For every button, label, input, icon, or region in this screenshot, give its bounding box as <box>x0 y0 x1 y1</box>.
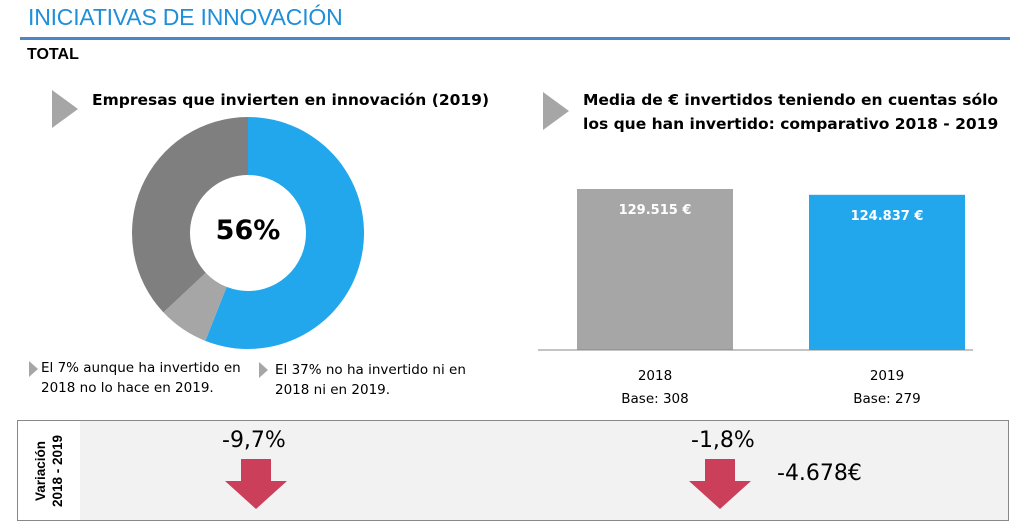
donut-slice-2 <box>132 116 248 313</box>
triangle-bullet-icon <box>543 92 569 130</box>
section-subtitle: TOTAL <box>27 46 79 63</box>
variation-label-line-2: 2018 - 2019 <box>50 434 65 507</box>
bar-base-label: Base: 308 <box>621 391 688 407</box>
bar-2018 <box>577 189 733 350</box>
variation-left-percent: -9,7% <box>222 428 286 453</box>
bar-chart-title-line-2: los que han invertido: comparativo 2018 … <box>583 115 999 133</box>
page-title: INICIATIVAS DE INNOVACIÓN <box>28 4 343 30</box>
down-arrow-icon <box>225 459 287 509</box>
x-tick-label: 2018 <box>638 368 672 384</box>
variation-panel <box>17 420 1009 521</box>
bar-data-label: 129.515 € <box>619 203 692 218</box>
bar-base-label: Base: 279 <box>853 391 920 407</box>
x-tick-label: 2019 <box>870 368 904 384</box>
donut-note-1: El 7% aunque ha invertido en 2018 no lo … <box>41 360 241 396</box>
bar-chart-title-line-1: Media de € invertidos teniendo en cuenta… <box>583 91 999 109</box>
down-arrow-icon <box>689 459 751 509</box>
triangle-bullet-icon <box>52 90 78 128</box>
bar-chart-title: Media de € invertidos teniendo en cuenta… <box>583 88 998 136</box>
triangle-bullet-icon <box>259 362 268 378</box>
donut-chart-title: Empresas que invierten en innovación (20… <box>92 91 490 109</box>
bar-chart: 129.515 € 2018 Base: 308 124.837 € 2019 Base:… <box>538 189 973 407</box>
donut-center-label: 56% <box>215 215 281 246</box>
variation-right-percent: -1,8% <box>691 428 755 453</box>
triangle-bullet-icon <box>29 361 38 377</box>
donut-slice-1 <box>163 272 227 341</box>
variation-label-line-1: Variación <box>33 440 48 501</box>
variation-label: Variación 2018 - 2019 <box>18 421 80 520</box>
donut-note-2: El 37% no ha invertido ni en 2018 ni en … <box>275 362 466 398</box>
title-divider <box>20 37 1010 40</box>
bar-data-label: 124.837 € <box>851 209 924 224</box>
donut-slice-0 <box>205 117 364 349</box>
donut-chart <box>132 116 364 349</box>
variation-right-amount: -4.678€ <box>777 461 862 486</box>
bar-2019 <box>809 194 965 350</box>
